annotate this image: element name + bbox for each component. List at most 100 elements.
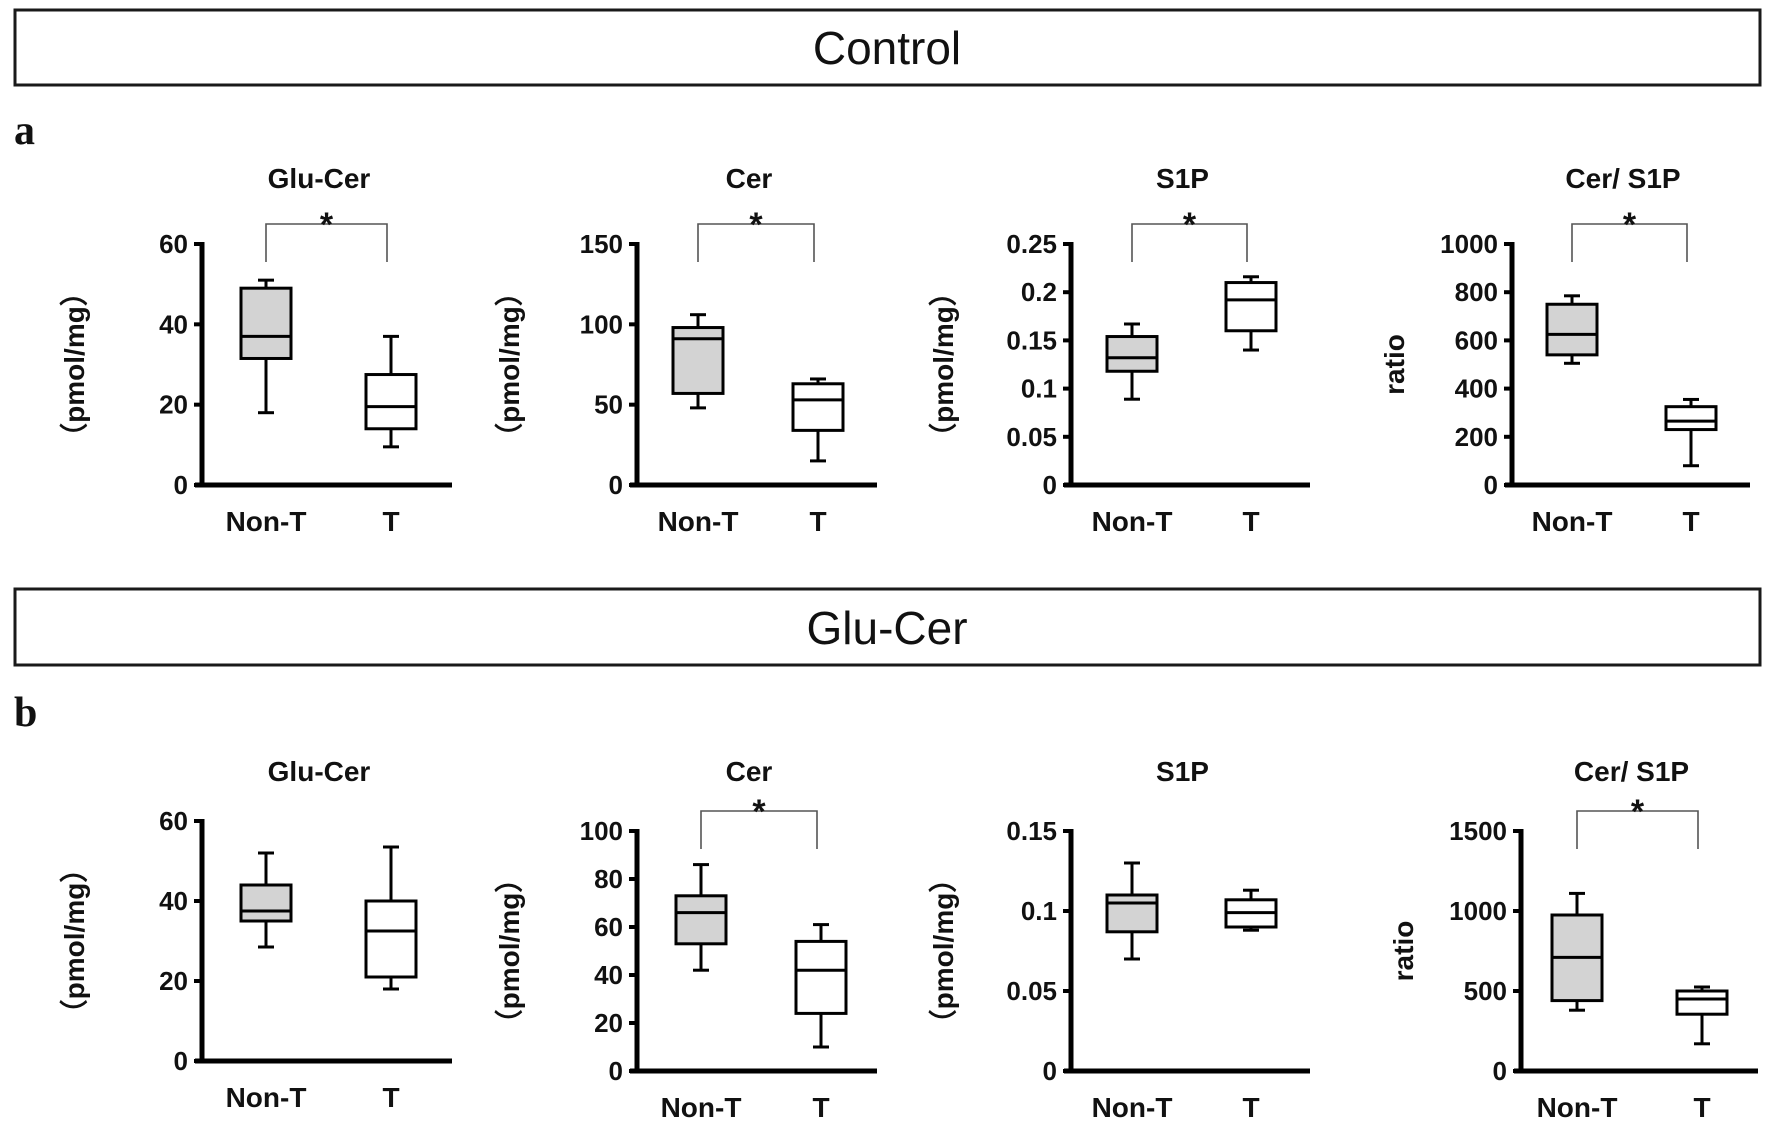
section-header-box (13, 587, 1762, 667)
section-header-glu-cer: Glu-Cer (13, 587, 1762, 667)
boxplot-b-s1p: S1P （pmol/mg） 0 0.05 0.1 0.15 Non-T T (927, 756, 1310, 1123)
y-tick-label: 60 (159, 229, 188, 259)
x-category-label: Non-T (1092, 1092, 1173, 1123)
chart-title: Cer (726, 163, 773, 194)
chart-title: S1P (1156, 163, 1209, 194)
y-tick-label: 200 (1455, 422, 1498, 452)
iqr-box (1105, 893, 1159, 934)
y-tick-label: 0 (1484, 470, 1498, 500)
box-non-tumor (671, 313, 725, 410)
y-tick-label: 20 (159, 966, 188, 996)
x-category-label: T (812, 1092, 829, 1123)
chart-title: Cer/ S1P (1565, 163, 1680, 194)
y-tick-label: 100 (580, 309, 623, 339)
y-axis-label: ratio (1388, 921, 1419, 982)
significance-marker: * (320, 206, 334, 244)
x-category-label: Non-T (1537, 1092, 1618, 1123)
significance-marker: * (1623, 206, 1637, 244)
section-header-label: Control (813, 22, 961, 74)
y-axis-label: ratio (1379, 334, 1410, 395)
x-category-label: Non-T (1532, 506, 1613, 537)
chart-title: Glu-Cer (268, 756, 371, 787)
iqr-box (239, 286, 293, 360)
x-category-label: T (382, 1082, 399, 1113)
y-tick-label: 500 (1464, 976, 1507, 1006)
x-category-label: Non-T (226, 506, 307, 537)
y-tick-label: 100 (580, 816, 623, 846)
box-non-tumor (1550, 891, 1604, 1012)
y-tick-label: 0.1 (1021, 896, 1057, 926)
y-tick-label: 0 (1493, 1056, 1507, 1086)
box-tumor (1224, 275, 1278, 352)
y-tick-label: 400 (1455, 374, 1498, 404)
y-tick-label: 0 (1043, 470, 1057, 500)
y-tick-label: 0.2 (1021, 277, 1057, 307)
box-tumor (794, 923, 848, 1049)
y-tick-label: 0 (609, 1056, 623, 1086)
significance-marker: * (752, 793, 766, 831)
iqr-box (1105, 335, 1159, 373)
y-tick-label: 0.15 (1006, 816, 1057, 846)
y-tick-label: 60 (159, 806, 188, 836)
box-tumor (791, 377, 845, 463)
y-tick-label: 0.05 (1006, 976, 1057, 1006)
section-header-control: Control (13, 8, 1762, 87)
y-axis-label: （pmol/mg） (58, 278, 90, 451)
y-axis-label: （pmol/mg） (493, 278, 525, 451)
box-tumor (1664, 397, 1718, 468)
boxplot-b-cer-s1p: Cer/ S1P ratio 0 500 1000 1500 Non-T T * (1388, 756, 1758, 1123)
box-non-tumor (239, 278, 293, 415)
box-tumor (1224, 888, 1278, 932)
x-category-label: T (1682, 506, 1699, 537)
boxplot-b-cer: Cer （pmol/mg） 0 20 40 60 80 100 Non-T T * (493, 756, 877, 1123)
iqr-box (794, 939, 848, 1015)
chart-title: Glu-Cer (268, 163, 371, 194)
boxplot-a-glu-cer: Glu-Cer （pmol/mg） 0 20 40 60 Non-T T * (58, 163, 452, 537)
iqr-box (1224, 281, 1278, 333)
y-tick-label: 60 (594, 912, 623, 942)
boxplot-a-cer: Cer （pmol/mg） 0 50 100 150 Non-T T * (493, 163, 877, 537)
y-tick-label: 600 (1455, 325, 1498, 355)
significance-bracket (697, 223, 815, 262)
box-non-tumor (1105, 861, 1159, 961)
iqr-box (674, 894, 728, 946)
y-tick-label: 50 (594, 390, 623, 420)
significance-bracket (1571, 223, 1688, 262)
box-non-tumor (1105, 322, 1159, 401)
y-tick-label: 0 (174, 1046, 188, 1076)
iqr-box (364, 373, 418, 431)
boxplot-a-cer-s1p: Cer/ S1P ratio 0 200 400 600 800 1000 Non-T T * (1379, 163, 1750, 537)
section-header-box (13, 8, 1762, 87)
y-tick-label: 40 (594, 960, 623, 990)
y-tick-label: 40 (159, 309, 188, 339)
section-header-label: Glu-Cer (806, 602, 967, 654)
x-category-label: T (1693, 1092, 1710, 1123)
iqr-box (1545, 302, 1599, 357)
y-tick-label: 1000 (1440, 229, 1498, 259)
x-category-label: T (1242, 506, 1259, 537)
box-non-tumor (239, 851, 293, 949)
box-tumor (1675, 985, 1729, 1046)
box-non-tumor (1545, 294, 1599, 365)
iqr-box (364, 899, 418, 979)
boxplot-b-glu-cer: Glu-Cer （pmol/mg） 0 20 40 60 Non-T T (58, 756, 452, 1113)
significance-bracket (1576, 810, 1699, 849)
boxplot-a-s1p: S1P （pmol/mg） 0 0.05 0.1 0.15 0.2 0.25 Non-T T * (927, 163, 1310, 537)
charts-container: Glu-Cer （pmol/mg） 0 20 40 60 Non-T T * Cer （pmol/m… (58, 163, 1758, 1123)
iqr-box (1664, 405, 1718, 432)
y-tick-label: 0.05 (1006, 422, 1057, 452)
x-category-label: Non-T (658, 506, 739, 537)
y-axis-label: （pmol/mg） (493, 865, 525, 1038)
y-tick-label: 40 (159, 886, 188, 916)
chart-title: S1P (1156, 756, 1209, 787)
significance-marker: * (1631, 793, 1645, 831)
y-tick-label: 0.15 (1006, 325, 1057, 355)
x-category-label: T (1242, 1092, 1259, 1123)
y-tick-label: 0 (1043, 1056, 1057, 1086)
y-tick-label: 1000 (1449, 896, 1507, 926)
box-tumor (364, 845, 418, 991)
x-category-label: T (809, 506, 826, 537)
iqr-box (791, 382, 845, 432)
y-axis-label: （pmol/mg） (927, 865, 959, 1038)
